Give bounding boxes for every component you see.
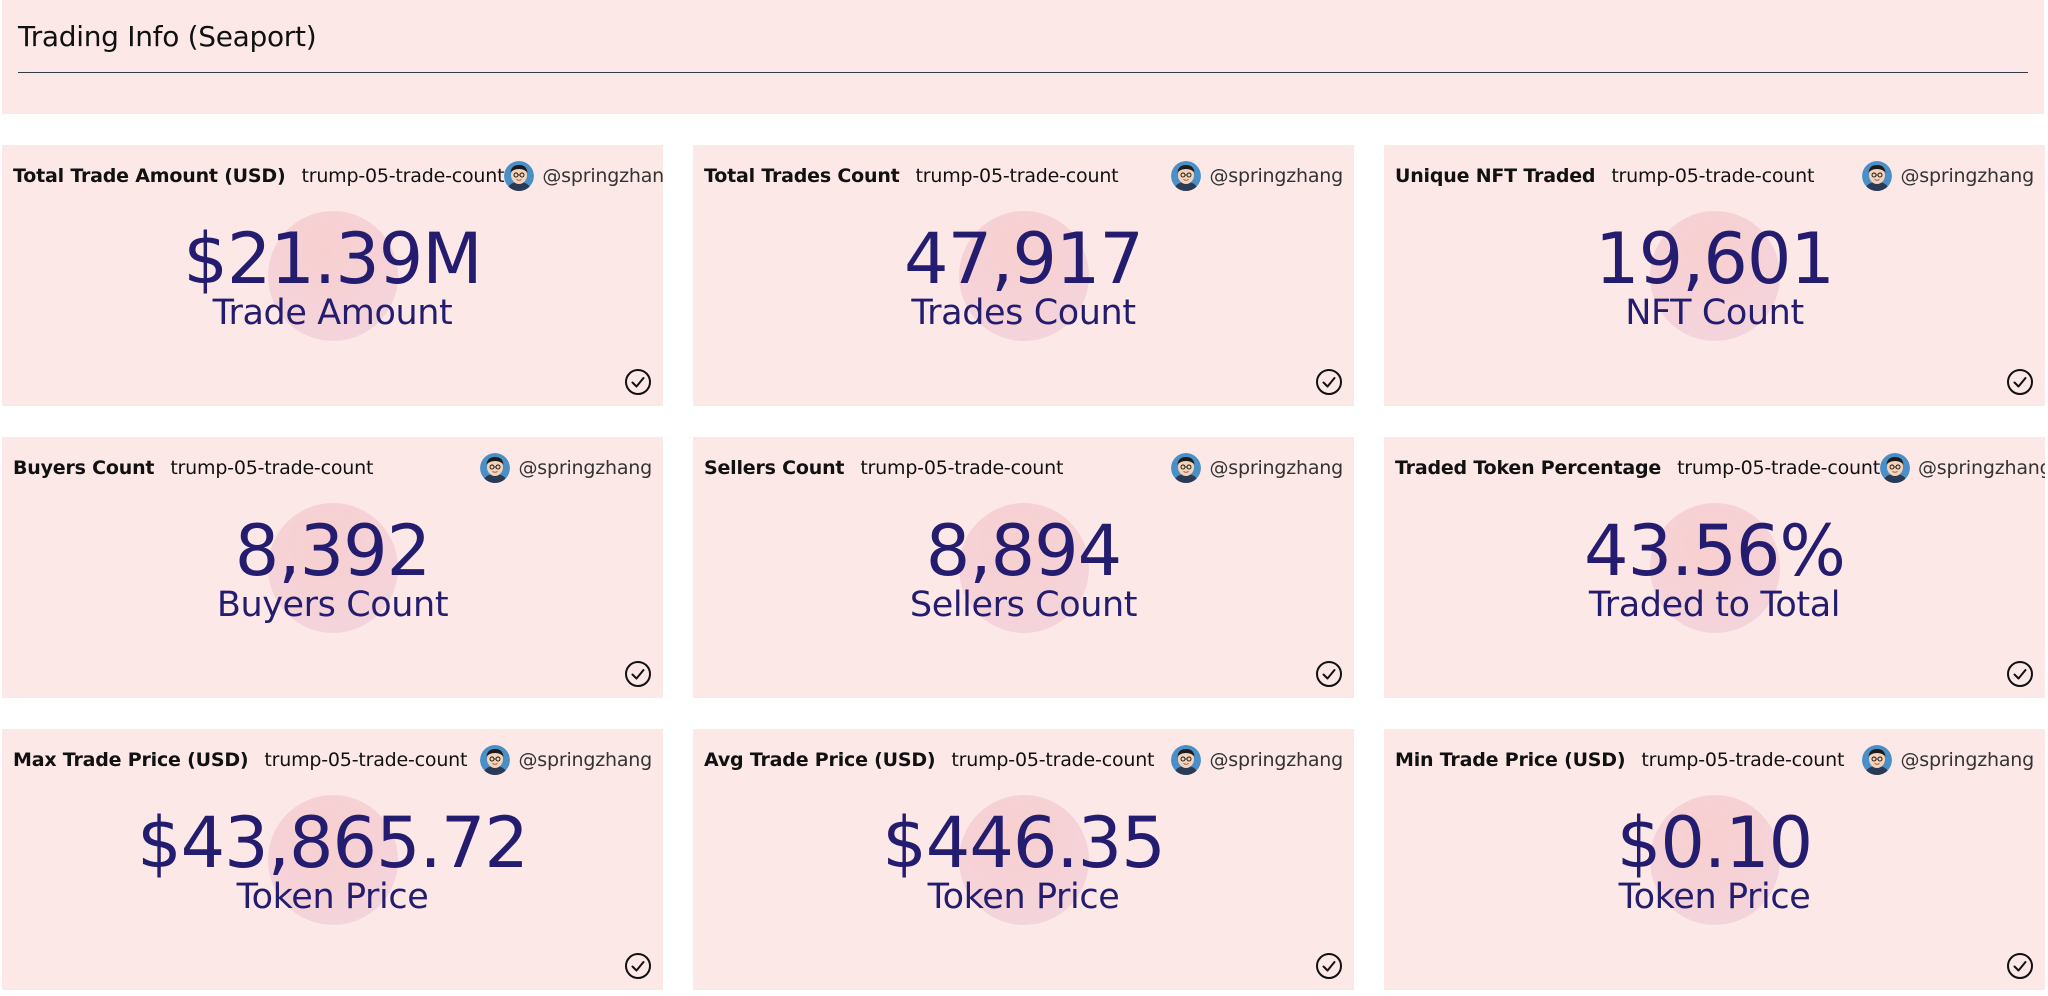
- counter-card[interactable]: Total Trade Amount (USD) trump-05-trade-…: [2, 145, 663, 406]
- counter-value: 19,601: [1595, 218, 1835, 300]
- counter-value: 43.56%: [1584, 510, 1846, 592]
- background-bubble: [1649, 503, 1780, 633]
- background-bubble: [267, 503, 398, 633]
- card-title[interactable]: Total Trade Amount (USD): [13, 165, 286, 187]
- author-link[interactable]: @springzhang: [1900, 749, 2034, 771]
- card-title[interactable]: Total Trades Count: [704, 165, 900, 187]
- check-circle-icon: [624, 952, 652, 980]
- counter-value: 47,917: [904, 218, 1144, 300]
- card-header: Buyers Count trump-05-trade-count @sprin…: [13, 451, 652, 485]
- card-header: Total Trades Count trump-05-trade-count …: [704, 159, 1343, 193]
- card-title[interactable]: Min Trade Price (USD): [1395, 749, 1626, 771]
- author-link[interactable]: @springzhang: [542, 165, 663, 187]
- query-name-link[interactable]: trump-05-trade-count: [264, 749, 468, 771]
- author-avatar-icon[interactable]: [1880, 453, 1910, 483]
- card-title[interactable]: Unique NFT Traded: [1395, 165, 1596, 187]
- check-circle-icon: [2006, 660, 2034, 688]
- counter-value: $21.39M: [183, 218, 482, 300]
- query-name-link[interactable]: trump-05-trade-count: [860, 457, 1064, 479]
- counter-value: $0.10: [1616, 802, 1813, 884]
- card-header: Total Trade Amount (USD) trump-05-trade-…: [13, 159, 663, 193]
- background-bubble: [267, 795, 398, 925]
- author-avatar-icon[interactable]: [480, 453, 510, 483]
- author-link[interactable]: @springzhang: [1209, 165, 1343, 187]
- query-name-link[interactable]: trump-05-trade-count: [915, 165, 1119, 187]
- header-divider: [18, 72, 2028, 73]
- query-name-link[interactable]: trump-05-trade-count: [1677, 457, 1880, 479]
- check-circle-icon: [1315, 660, 1343, 688]
- counter-value: $446.35: [882, 802, 1165, 884]
- page-header: Trading Info (Seaport): [2, 0, 2044, 114]
- author-avatar-icon[interactable]: [1862, 745, 1892, 775]
- check-circle-icon: [624, 660, 652, 688]
- page-title: Trading Info (Seaport): [18, 20, 317, 53]
- card-title[interactable]: Avg Trade Price (USD): [704, 749, 936, 771]
- check-circle-icon: [2006, 952, 2034, 980]
- author-avatar-icon[interactable]: [1171, 161, 1201, 191]
- author-link[interactable]: @springzhang: [1917, 457, 2045, 479]
- author-avatar-icon[interactable]: [1171, 453, 1201, 483]
- counter-label: Token Price: [1618, 877, 1811, 917]
- author-avatar-icon[interactable]: [1862, 161, 1892, 191]
- counter-label: NFT Count: [1625, 293, 1804, 333]
- author-avatar-icon[interactable]: [504, 161, 534, 191]
- card-header: Sellers Count trump-05-trade-count @spri…: [704, 451, 1343, 485]
- counter-label: Trades Count: [911, 293, 1136, 333]
- counter-card[interactable]: Min Trade Price (USD) trump-05-trade-cou…: [1384, 729, 2045, 990]
- background-bubble: [1649, 795, 1780, 925]
- counter-card[interactable]: Buyers Count trump-05-trade-count @sprin…: [2, 437, 663, 698]
- check-circle-icon: [624, 368, 652, 396]
- card-title[interactable]: Sellers Count: [704, 457, 845, 479]
- author-link[interactable]: @springzhang: [1209, 749, 1343, 771]
- query-name-link[interactable]: trump-05-trade-count: [1611, 165, 1815, 187]
- counter-label: Trade Amount: [212, 293, 453, 333]
- background-bubble: [1649, 211, 1780, 341]
- check-circle-icon: [1315, 952, 1343, 980]
- counter-label: Buyers Count: [216, 585, 449, 625]
- query-name-link[interactable]: trump-05-trade-count: [951, 749, 1155, 771]
- card-header: Avg Trade Price (USD) trump-05-trade-cou…: [704, 743, 1343, 777]
- counter-card[interactable]: Traded Token Percentage trump-05-trade-c…: [1384, 437, 2045, 698]
- check-circle-icon: [2006, 368, 2034, 396]
- counter-value: $43,865.72: [137, 802, 529, 884]
- author-link[interactable]: @springzhang: [1209, 457, 1343, 479]
- card-header: Traded Token Percentage trump-05-trade-c…: [1395, 451, 2045, 485]
- counter-label: Token Price: [927, 877, 1120, 917]
- counter-card[interactable]: Unique NFT Traded trump-05-trade-count @…: [1384, 145, 2045, 406]
- counter-card[interactable]: Max Trade Price (USD) trump-05-trade-cou…: [2, 729, 663, 990]
- counter-value: 8,392: [234, 510, 431, 592]
- query-name-link[interactable]: trump-05-trade-count: [1641, 749, 1845, 771]
- card-header: Min Trade Price (USD) trump-05-trade-cou…: [1395, 743, 2034, 777]
- counter-card[interactable]: Total Trades Count trump-05-trade-count …: [693, 145, 1354, 406]
- counter-value: 8,894: [925, 510, 1122, 592]
- counter-label: Traded to Total: [1588, 585, 1841, 625]
- counter-card[interactable]: Sellers Count trump-05-trade-count @spri…: [693, 437, 1354, 698]
- background-bubble: [958, 795, 1089, 925]
- background-bubble: [958, 503, 1089, 633]
- card-title[interactable]: Max Trade Price (USD): [13, 749, 249, 771]
- card-header: Unique NFT Traded trump-05-trade-count @…: [1395, 159, 2034, 193]
- background-bubble: [267, 211, 398, 341]
- author-link[interactable]: @springzhang: [518, 457, 652, 479]
- check-circle-icon: [1315, 368, 1343, 396]
- query-name-link[interactable]: trump-05-trade-count: [301, 165, 505, 187]
- background-bubble: [958, 211, 1089, 341]
- query-name-link[interactable]: trump-05-trade-count: [170, 457, 374, 479]
- card-title[interactable]: Buyers Count: [13, 457, 155, 479]
- counter-label: Token Price: [236, 877, 429, 917]
- card-title[interactable]: Traded Token Percentage: [1395, 457, 1662, 479]
- author-avatar-icon[interactable]: [480, 745, 510, 775]
- author-link[interactable]: @springzhang: [1900, 165, 2034, 187]
- author-avatar-icon[interactable]: [1171, 745, 1201, 775]
- counter-card[interactable]: Avg Trade Price (USD) trump-05-trade-cou…: [693, 729, 1354, 990]
- author-link[interactable]: @springzhang: [518, 749, 652, 771]
- card-header: Max Trade Price (USD) trump-05-trade-cou…: [13, 743, 652, 777]
- counter-label: Sellers Count: [909, 585, 1138, 625]
